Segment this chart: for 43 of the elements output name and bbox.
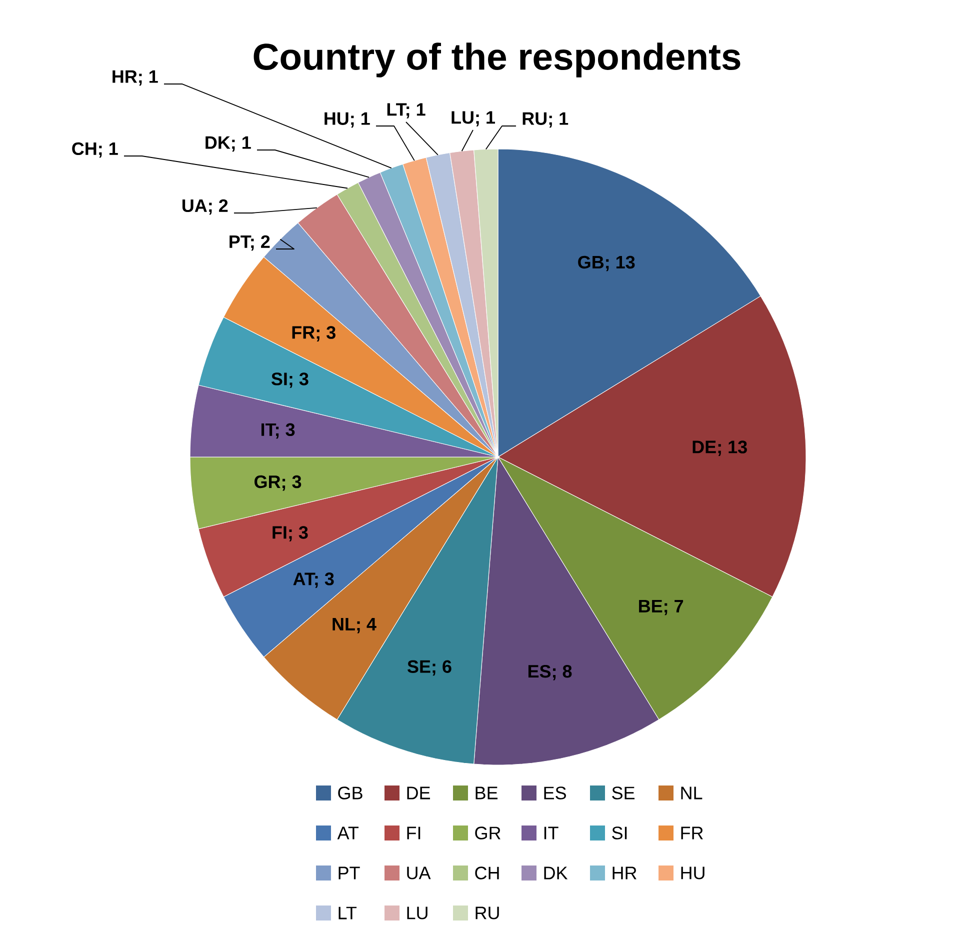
data-label: GR; 3 <box>254 475 302 491</box>
legend-label: FI <box>407 826 420 840</box>
data-label: NL; 4 <box>332 618 376 634</box>
data-label: FI; 3 <box>272 526 308 542</box>
legend-label: GR <box>475 826 500 840</box>
legend-label: NL <box>681 786 702 800</box>
legend-label: GB <box>338 786 362 800</box>
data-label: PT; 2 <box>230 235 270 251</box>
legend-label: PT <box>338 866 360 880</box>
data-label: RU; 1 <box>522 112 568 128</box>
data-label: UA; 2 <box>182 199 228 215</box>
data-label: ES; 8 <box>528 664 572 680</box>
legend-label: SI <box>612 826 627 840</box>
chart-title: Country of the respondents <box>254 42 740 78</box>
data-label: DE; 13 <box>692 440 747 456</box>
data-label: LT; 1 <box>387 103 426 118</box>
data-label: FR; 3 <box>292 326 336 342</box>
data-label: IT; 3 <box>261 423 295 439</box>
legend-label: DK <box>544 866 568 880</box>
data-label: CH; 1 <box>72 142 118 158</box>
data-label: HR; 1 <box>112 70 158 86</box>
legend-label: HU <box>681 866 704 880</box>
data-label: BE; 7 <box>639 600 684 616</box>
legend-label: UA <box>407 866 431 880</box>
legend-label: IT <box>544 826 558 840</box>
legend-label: LU <box>407 906 428 920</box>
legend-label: ES <box>544 786 566 800</box>
data-label: AT; 3 <box>293 572 334 588</box>
legend-label: SE <box>612 786 635 800</box>
legend-label: FR <box>681 826 703 840</box>
data-label: LU; 1 <box>452 111 495 126</box>
legend-label: DE <box>407 786 430 800</box>
legend-label: AT <box>337 826 359 840</box>
data-label: SI; 3 <box>271 372 308 388</box>
data-label: DK; 1 <box>206 136 251 152</box>
data-label: HU; 1 <box>324 112 370 128</box>
legend-label: BE <box>476 786 498 800</box>
legend-label: RU <box>476 906 499 920</box>
legend-label: HR <box>612 866 636 880</box>
data-label: GB; 13 <box>578 256 635 272</box>
legend-label: CH <box>475 866 499 880</box>
legend-label: LT <box>338 906 357 920</box>
data-label: SE; 6 <box>407 660 452 676</box>
